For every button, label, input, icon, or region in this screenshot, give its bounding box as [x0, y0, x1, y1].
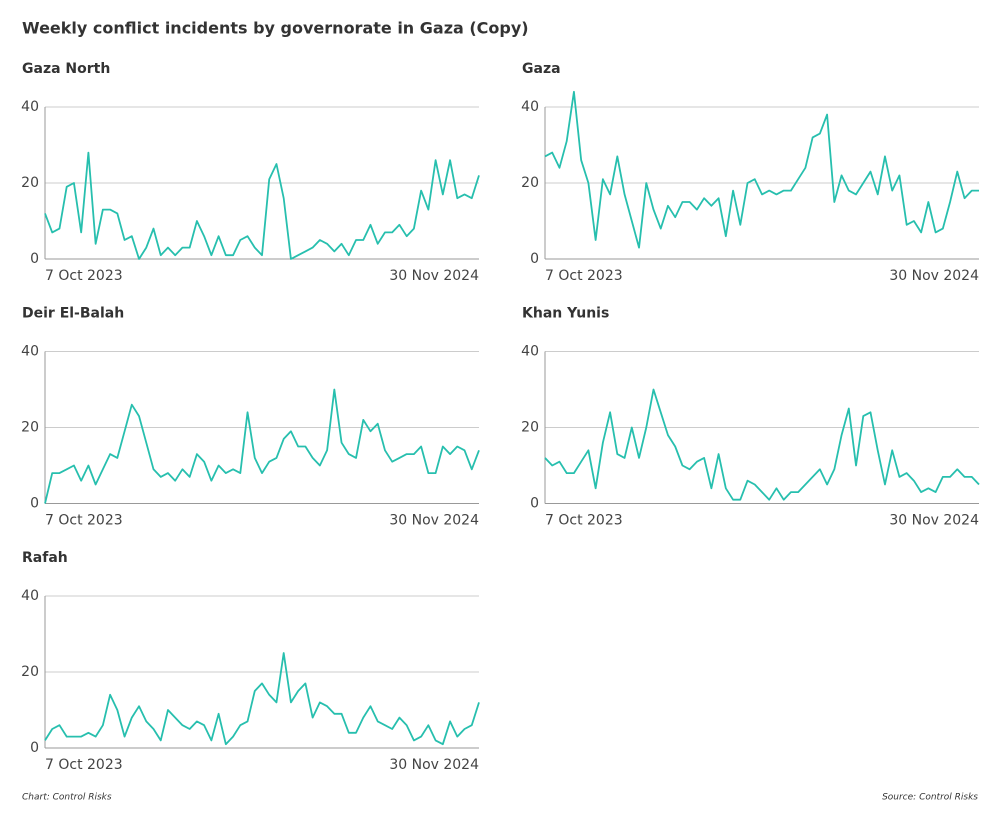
y-tick-label: 40 [21, 99, 39, 115]
y-tick-label: 0 [30, 496, 39, 512]
panel-title: Rafah [22, 550, 68, 566]
y-tick-label: 40 [521, 344, 539, 360]
y-tick-label: 0 [530, 496, 539, 512]
panel-title: Deir El-Balah [22, 306, 124, 322]
x-tick-label: 30 Nov 2024 [889, 513, 979, 529]
y-tick-label: 40 [21, 588, 39, 604]
y-tick-label: 40 [521, 99, 539, 115]
y-tick-label: 20 [21, 420, 39, 436]
y-tick-label: 0 [30, 251, 39, 267]
line [544, 388, 980, 501]
line [44, 388, 480, 504]
y-tick-label: 20 [521, 175, 539, 191]
credit: Chart: Control Risks [22, 793, 112, 803]
x-tick-label: 7 Oct 2023 [45, 513, 123, 529]
x-tick-label: 7 Oct 2023 [545, 513, 623, 529]
x-tick-label: 30 Nov 2024 [389, 757, 479, 773]
x-tick-label: 30 Nov 2024 [389, 268, 479, 284]
line [44, 652, 480, 746]
panel-title: Gaza [522, 61, 561, 77]
x-tick-label: 30 Nov 2024 [889, 268, 979, 284]
y-tick-label: 40 [21, 344, 39, 360]
x-tick-label: 7 Oct 2023 [45, 268, 123, 284]
y-tick-label: 0 [530, 251, 539, 267]
line [544, 90, 979, 249]
y-tick-label: 0 [30, 740, 39, 756]
y-tick-label: 20 [21, 175, 39, 191]
panel-title: Gaza North [22, 61, 110, 77]
x-tick-label: 7 Oct 2023 [545, 268, 623, 284]
x-tick-label: 30 Nov 2024 [389, 513, 479, 529]
y-tick-label: 20 [21, 664, 39, 680]
y-tick-label: 20 [521, 420, 539, 436]
panel-title: Khan Yunis [522, 306, 609, 322]
x-tick-label: 7 Oct 2023 [45, 757, 123, 773]
source: Source: Control Risks [882, 793, 978, 803]
line [44, 151, 480, 260]
page-title: Weekly conflict incidents by governorate… [22, 19, 529, 38]
